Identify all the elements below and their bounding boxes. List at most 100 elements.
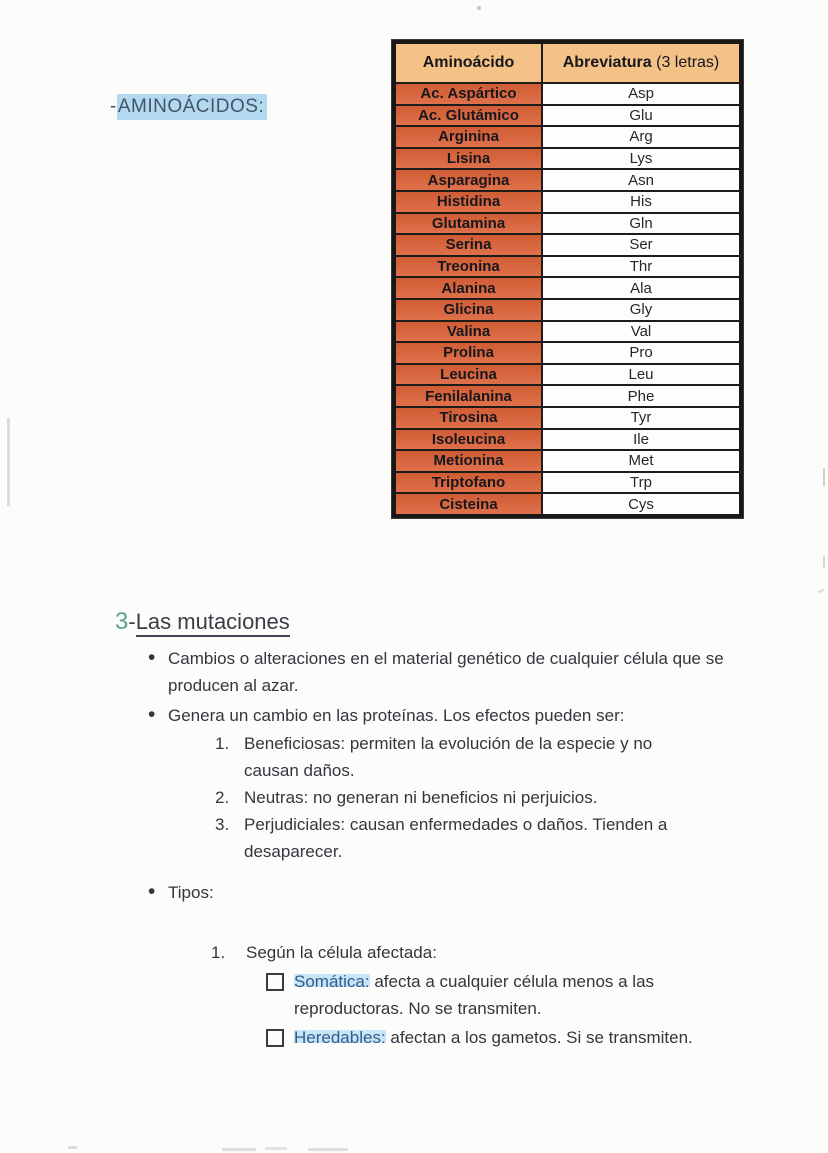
table-row: Histidina His — [393, 189, 742, 214]
scan-artifact-top-dot — [477, 6, 481, 10]
effect-item: Beneficiosas: permiten la evolución de l… — [215, 730, 653, 780]
amino-name-cell: Cisteina — [393, 492, 543, 517]
table-row: Lisina Lys — [393, 146, 742, 171]
table-row: Arginina Arg — [393, 125, 742, 149]
amino-abbr-cell: Phe — [541, 384, 742, 408]
cell-type-text: Heredables: afectan a los gametos. Si se… — [294, 1024, 693, 1051]
table-row: Ac. Aspártico Asp — [393, 82, 742, 106]
table-row: Asparagina Asn — [393, 168, 742, 192]
cell-type-text: Somática: afecta a cualquier célula meno… — [294, 968, 722, 1022]
table-row: Cisteina Cys — [393, 492, 742, 517]
checkbox-icon — [266, 1029, 284, 1047]
amino-name-cell: Metionina — [393, 449, 543, 473]
cell-type-list: Somática: afecta a cualquier célula meno… — [246, 968, 733, 1051]
header-row: Aminoácido Abreviatura (3 letras) — [393, 41, 742, 84]
cell-type-description: afecta a cualquier célula menos a las re… — [294, 972, 655, 1018]
amino-name-cell: Asparagina — [393, 168, 543, 192]
amino-abbr-cell: Met — [541, 449, 742, 473]
table-row: Valina Val — [393, 319, 742, 344]
amino-name-cell: Fenilalanina — [393, 384, 543, 408]
table-row: Leucina Leu — [393, 362, 742, 387]
amino-abbr-cell: Glu — [541, 103, 742, 128]
scan-artifact-bottom-mark — [308, 1148, 348, 1151]
amino-name-cell: Arginina — [393, 125, 543, 149]
bullet-types: Tipos: Según la célula afectada: Somátic… — [147, 878, 733, 1051]
table-row: Metionina Met — [393, 449, 742, 473]
cell-type-item: Heredables: afectan a los gametos. Si se… — [266, 1024, 733, 1051]
amino-table-header: Aminoácido Abreviatura (3 letras) — [393, 41, 742, 84]
effects-list: Beneficiosas: permiten la evolución de l… — [168, 730, 733, 865]
amino-abbr-cell: Asp — [541, 82, 742, 106]
table-row: Glutamina Gln — [393, 211, 742, 236]
amino-name-cell: Glutamina — [393, 211, 543, 236]
scan-artifact-bottom-mark — [68, 1146, 77, 1149]
amino-abbr-cell: Leu — [541, 362, 742, 387]
amino-abbr-cell: Pro — [541, 341, 742, 365]
amino-abbr-cell: Gln — [541, 211, 742, 236]
amino-name-cell: Alanina — [393, 276, 543, 300]
affected-list: Según la célula afectada: Somática: afec… — [168, 939, 733, 1051]
amino-acid-table: Aminoácido Abreviatura (3 letras) Ac. As… — [392, 40, 743, 518]
table-row: Fenilalanina Phe — [393, 384, 742, 408]
table-row: Isoleucina Ile — [393, 427, 742, 452]
section-heading: 3-Las mutaciones — [115, 608, 828, 637]
amino-name-cell: Ac. Aspártico — [393, 82, 543, 106]
amino-abbr-cell: Trp — [541, 470, 742, 495]
table-row: Triptofano Trp — [393, 470, 742, 495]
section-number: 3 — [115, 608, 129, 635]
aminoacids-label: -AMINOÁCIDOS: — [110, 94, 268, 120]
table-row: Glicina Gly — [393, 297, 742, 322]
scan-artifact-right-tick — [823, 468, 825, 486]
amino-name-cell: Lisina — [393, 146, 543, 171]
mutations-section: 3-Las mutaciones Cambios o alteraciones … — [0, 608, 828, 1054]
table-row: Serina Ser — [393, 233, 742, 257]
amino-table-body: Ac. Aspártico Asp Ac. Glutámico Glu Arginina… — [393, 82, 742, 517]
affected-item: Según la célula afectada: Somática: afec… — [211, 939, 733, 1051]
scan-artifact-bottom-mark — [265, 1147, 287, 1150]
effect-item: Perjudiciales: causan enfermedades o dañ… — [215, 811, 668, 861]
cell-type-item: Somática: afecta a cualquier célula meno… — [266, 968, 733, 1022]
scan-artifact-right-tick — [817, 588, 825, 594]
bullet-effects: Genera un cambio en las proteínas. Los e… — [147, 701, 733, 865]
section-dash: - — [128, 609, 136, 634]
amino-name-cell: Triptofano — [393, 470, 543, 495]
amino-abbr-cell: Ser — [541, 233, 742, 257]
amino-abbr-cell: Thr — [541, 254, 742, 279]
cell-type-term: Somática: — [294, 972, 370, 991]
amino-name-cell: Glicina — [393, 297, 543, 322]
checkbox-icon — [266, 973, 284, 991]
aminoacids-label-prefix: - — [110, 96, 117, 117]
amino-abbr-cell: Arg — [541, 125, 742, 149]
amino-abbr-cell: Tyr — [541, 405, 742, 430]
bullet-changes: Cambios o alteraciones en el material ge… — [147, 644, 733, 699]
mutations-bullet-list: Cambios o alteraciones en el material ge… — [0, 644, 828, 1051]
table-row: Ac. Glutámico Glu — [393, 103, 742, 128]
amino-abbr-cell: Lys — [541, 146, 742, 171]
amino-abbr-cell: Val — [541, 319, 742, 344]
scan-artifact-bottom-mark — [222, 1148, 256, 1151]
header-abreviatura: Abreviatura (3 letras) — [541, 41, 742, 84]
amino-abbr-cell: His — [541, 189, 742, 214]
amino-abbr-cell: Cys — [541, 492, 742, 517]
amino-name-cell: Isoleucina — [393, 427, 543, 452]
amino-abbr-cell: Gly — [541, 297, 742, 322]
amino-abbr-cell: Ile — [541, 427, 742, 452]
table-row: Treonina Thr — [393, 254, 742, 279]
effect-item: Neutras: no generan ni beneficios ni per… — [215, 784, 598, 811]
amino-name-cell: Prolina — [393, 341, 543, 365]
scan-artifact-left-line — [7, 418, 10, 506]
amino-name-cell: Histidina — [393, 189, 543, 214]
amino-abbr-cell: Asn — [541, 168, 742, 192]
amino-name-cell: Tirosina — [393, 405, 543, 430]
amino-name-cell: Ac. Glutámico — [393, 103, 543, 128]
scan-artifact-right-tick — [823, 556, 825, 568]
amino-name-cell: Valina — [393, 319, 543, 344]
amino-abbr-cell: Ala — [541, 276, 742, 300]
amino-name-cell: Leucina — [393, 362, 543, 387]
cell-type-term: Heredables: — [294, 1028, 386, 1047]
table-row: Prolina Pro — [393, 341, 742, 365]
header-aminoacido: Aminoácido — [393, 41, 543, 84]
aminoacids-label-highlight: AMINOÁCIDOS: — [116, 94, 268, 120]
table-row: Alanina Ala — [393, 276, 742, 300]
